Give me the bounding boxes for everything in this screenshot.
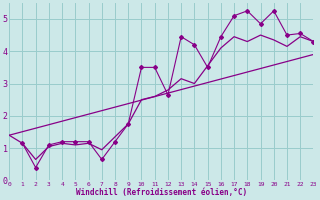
X-axis label: Windchill (Refroidissement éolien,°C): Windchill (Refroidissement éolien,°C) xyxy=(76,188,247,197)
